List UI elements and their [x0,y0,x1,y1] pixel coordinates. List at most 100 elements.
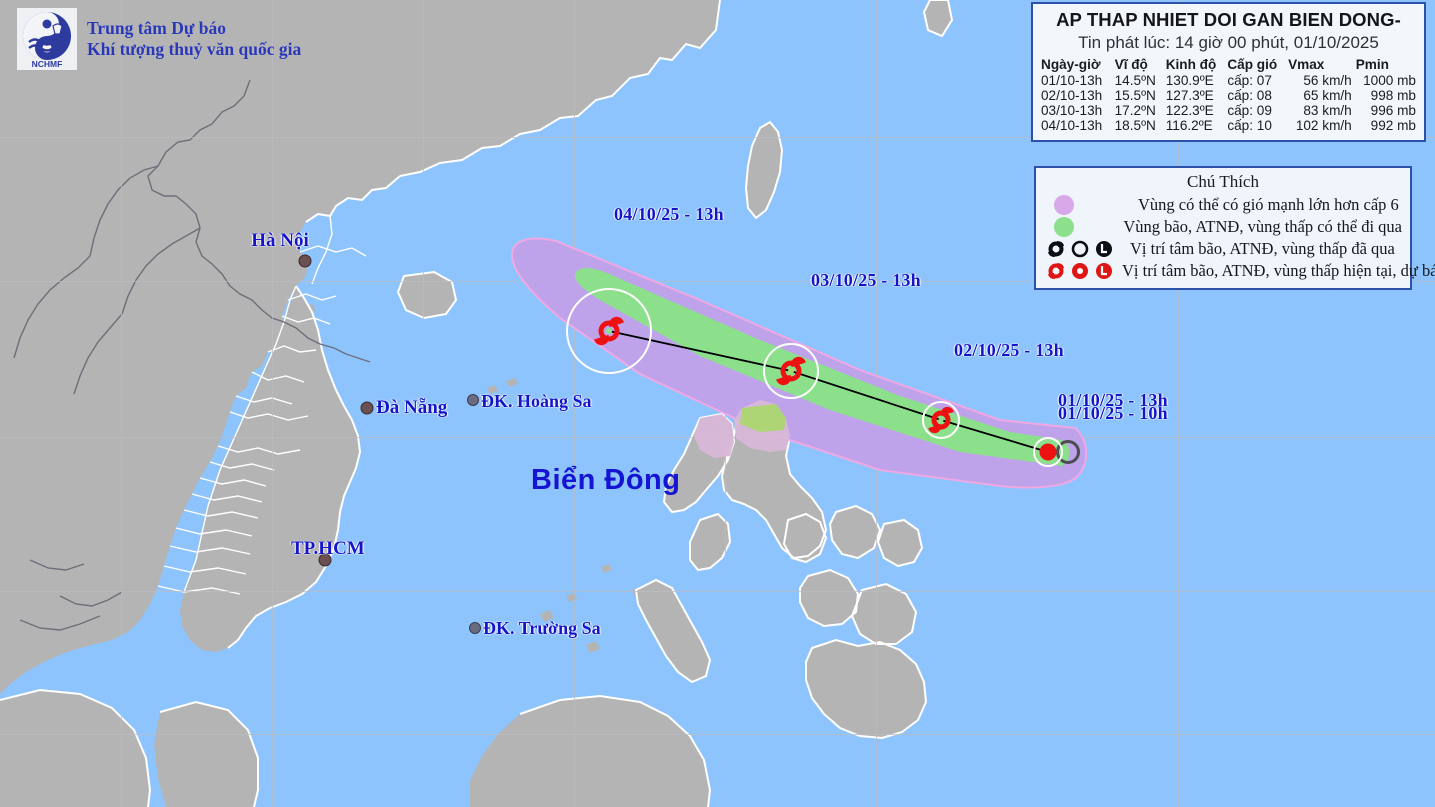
gridline-vertical [1329,0,1330,807]
storm-title: AP THAP NHIET DOI GAN BIEN DONG- [1056,9,1401,30]
legend-item-purple: Vùng có thể có gió mạnh lớn hơn cấp 6 [1044,194,1402,216]
red-low-pressure-icon [1096,263,1112,279]
col-windcat: Cấp gió [1227,57,1278,72]
cell-datetime: 02/10-13h [1041,88,1103,103]
cone-green-over-land [740,404,786,432]
cone-over-land-tint [694,414,734,458]
cell-windcat: cấp: 09 [1227,103,1272,118]
cell-pmin: 1000 mb [1363,73,1416,88]
city-dot-tphcm [318,553,332,567]
gridline-vertical [1178,0,1179,807]
cell-longitude: 116.2ºE [1165,118,1213,133]
legend-item-current: Vị trí tâm bão, ATNĐ, vùng thấp hiện tại… [1044,260,1435,282]
storm-position-marker[interactable] [926,405,956,435]
col-datetime: Ngày-giờ [1041,57,1101,72]
island-dot-hoang-sa [467,394,479,406]
legend-label: Vùng bão, ATNĐ, vùng thấp có thể đi qua [1123,217,1402,236]
branding-line-1: Trung tâm Dự báo [87,17,227,38]
cell-vmax: 65 km/h [1303,88,1352,103]
legend-item-green: Vùng bão, ATNĐ, vùng thấp có thể đi qua [1044,216,1402,238]
cell-latitude: 15.5ºN [1114,88,1156,103]
cell-pmin: 998 mb [1370,88,1416,103]
gridline-horizontal [0,734,1435,735]
nchmf-branding: NCHMF Trung tâm Dự báo Khí tượng thuỷ vă… [17,8,301,70]
cell-pmin: 996 mb [1370,103,1416,118]
issue-time: Tin phát lúc: 14 giờ 00 phút, 01/10/2025 [1078,33,1379,52]
storm-info-panel: AP THAP NHIET DOI GAN BIEN DONG- Tin phá… [1031,2,1426,142]
uncertainty-ring [566,288,652,374]
cell-windcat: cấp: 10 [1227,118,1272,133]
purple-swatch-icon [1054,195,1074,215]
cyclone-icon [592,314,626,348]
black-low-pressure-icon [1096,241,1112,257]
red-cyclone-icon [1048,263,1064,279]
logo-text-nchmf: NCHMF [32,59,63,69]
table-row: 01/10-13h 14.5ºN 130.9ºE cấp: 07 56 km/h… [1039,73,1418,88]
uncertainty-ring [922,401,960,439]
table-row: 03/10-13h 17.2ºN 122.3ºE cấp: 09 83 km/h… [1039,103,1418,118]
track-date-label: 01/10/25 - 13h [1058,390,1168,410]
gridline-vertical [574,0,575,807]
table-header-row: Ngày-giờ Vĩ độ Kinh độ Cấp gió Vmax Pmin [1039,57,1418,73]
track-date-label: 04/10/25 - 13h [614,204,724,224]
cell-windcat: cấp: 08 [1227,88,1272,103]
cell-longitude: 130.9ºE [1165,73,1214,88]
island-dot-truong-sa [469,622,481,634]
current-position-marker[interactable] [1036,440,1060,464]
legend-title: Chú Thích [1187,172,1259,191]
cell-latitude: 17.2ºN [1114,103,1156,118]
cell-datetime: 03/10-13h [1041,103,1103,118]
black-cyclone-icon [1048,241,1064,257]
gridline-horizontal [0,281,1435,282]
city-dot-ha-noi [298,254,312,268]
cyclone-icon [774,354,808,388]
forecast-table: Ngày-giờ Vĩ độ Kinh độ Cấp gió Vmax Pmin… [1039,57,1418,133]
city-label-tphcm: TP.HCM [291,538,365,559]
city-dot-da-nang [360,401,374,415]
cell-longitude: 122.3ºE [1165,103,1214,118]
red-circle-icon [1072,263,1088,279]
cell-latitude: 18.5ºN [1114,118,1156,133]
cell-vmax: 102 km/h [1295,118,1352,133]
table-row: 02/10-13h 15.5ºN 127.3ºE cấp: 08 65 km/h… [1039,88,1418,103]
island-label-hoang-sa: ĐK. Hoàng Sa [481,391,592,411]
track-date-label: 01/10/25 - 10h [1058,403,1168,423]
city-label-da-nang: Đà Nẵng [376,397,448,418]
cell-datetime: 04/10-13h [1041,118,1103,133]
track-date-label: 02/10/25 - 13h [954,340,1064,360]
track-date-label: 03/10/25 - 13h [811,270,921,290]
uncertainty-ring [1033,437,1063,467]
cell-pmin: 992 mb [1370,118,1416,133]
gridline-vertical [1027,0,1028,807]
cyclone-icon [926,405,956,435]
cell-datetime: 01/10-13h [1041,73,1103,88]
col-longitude: Kinh độ [1165,57,1217,72]
gridline-vertical [272,0,273,807]
gridline-horizontal [0,591,1435,592]
storm-position-marker[interactable] [774,354,808,388]
city-label-ha-noi: Hà Nội [251,230,309,251]
gridline-horizontal [0,137,1435,138]
cell-latitude: 14.5ºN [1114,73,1156,88]
black-circle-icon [1071,240,1089,258]
legend-item-past: Vị trí tâm bão, ATNĐ, vùng thấp đã qua [1044,238,1402,260]
gridline-vertical [121,0,122,807]
cell-windcat: cấp: 07 [1227,73,1272,88]
cyclone-current-icon [1036,440,1060,464]
legend-label: Vùng có thể có gió mạnh lớn hơn cấp 6 [1138,195,1399,214]
sea-label-bien-dong: Biển Đông [531,464,681,496]
gridline-vertical [423,0,424,807]
nchmf-logo-icon: NCHMF [17,8,77,70]
legend-label: Vị trí tâm bão, ATNĐ, vùng thấp đã qua [1130,239,1395,258]
legend-label: Vị trí tâm bão, ATNĐ, vùng thấp hiện tại… [1122,261,1435,280]
storm-position-marker[interactable] [592,314,626,348]
col-latitude: Vĩ độ [1114,57,1148,72]
branding-text: Trung tâm Dự báo Khí tượng thuỷ văn quốc… [87,18,301,61]
col-pmin: Pmin [1355,57,1389,72]
uncertainty-ring [763,343,819,399]
island-label-truong-sa: ĐK. Trường Sa [483,618,601,638]
cell-longitude: 127.3ºE [1165,88,1214,103]
col-vmax: Vmax [1288,57,1325,72]
